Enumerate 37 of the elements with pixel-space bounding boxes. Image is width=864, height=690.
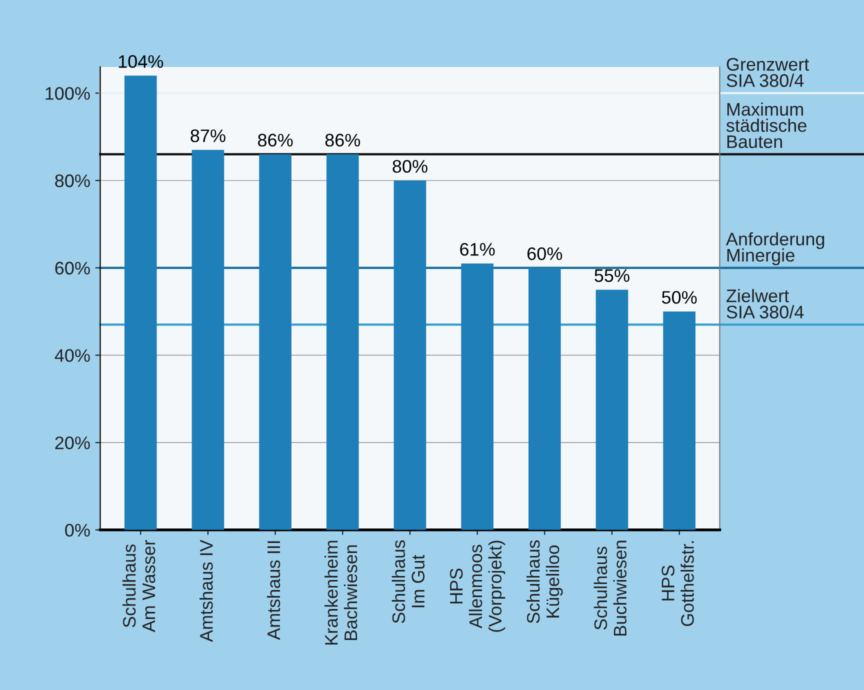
data-label: 80% <box>392 160 428 173</box>
data-label: 60% <box>527 247 562 260</box>
y-tick-label: 60% <box>55 262 90 275</box>
bar <box>259 154 292 530</box>
data-label: 87% <box>190 129 226 142</box>
bar <box>192 150 224 530</box>
bar <box>394 180 426 530</box>
y-tick-label: 100% <box>46 87 90 100</box>
bar <box>124 76 157 530</box>
y-tick-label: 0% <box>65 524 90 537</box>
x-tick-label: Amtshaus IV <box>200 540 213 642</box>
data-label: 86% <box>258 134 293 147</box>
x-tick-label: HPS Gotthelfstr. <box>662 541 694 626</box>
x-tick-label: Krankenheim Bachwiesen <box>324 540 358 645</box>
ref-line-label: Maximum städtische Bauten <box>726 102 806 148</box>
data-label: 50% <box>662 291 697 304</box>
y-tick-label: 40% <box>54 349 90 362</box>
ref-line-label: Grenzwert SIA 380/4 <box>726 58 810 87</box>
x-tick-label: Schulhaus Buchwiesen <box>594 540 627 636</box>
ref-line-label: Anforderung Minergie <box>726 232 824 266</box>
x-tick-label: Schulhaus Im Gut <box>392 540 425 624</box>
data-label: 104% <box>118 55 164 68</box>
x-tick-label: Schulhaus Am Wasser <box>122 540 156 632</box>
x-tick-label: HPS Allenmoos (Vorprojekt) <box>450 540 506 632</box>
y-tick-label: 20% <box>55 436 90 450</box>
data-label: 61% <box>460 242 495 256</box>
data-label: 86% <box>325 134 360 147</box>
ref-line-label: Zielwert SIA 380/4 <box>726 289 804 318</box>
bar <box>326 154 359 530</box>
x-tick-label: Schulhaus Kügeliloo <box>526 540 563 624</box>
bar <box>528 268 561 530</box>
bar <box>461 263 494 530</box>
bar <box>663 312 696 530</box>
x-tick-label: Amtshaus III <box>266 541 280 640</box>
y-tick-label: 80% <box>55 174 90 188</box>
bar <box>596 290 628 530</box>
data-label: 55% <box>594 269 630 282</box>
